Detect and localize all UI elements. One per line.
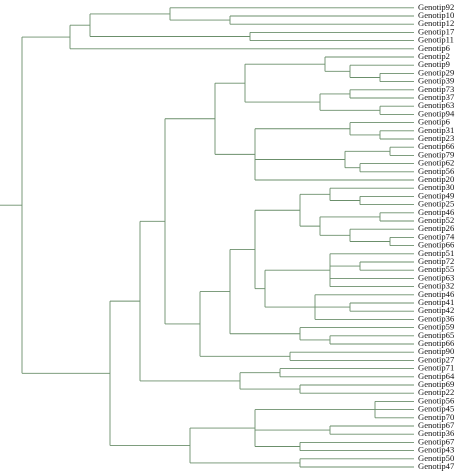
leaf-label: Genotip63	[418, 272, 454, 282]
leaf-label: Genotip20	[418, 174, 454, 184]
leaf-label: Genotip70	[418, 412, 454, 422]
leaf-label: Genotip30	[418, 182, 454, 192]
leaf-label: Genotip73	[418, 84, 454, 94]
leaf-label: Genotip41	[418, 297, 454, 307]
leaf-label: Genotip6	[418, 117, 451, 127]
leaf-label: Genotip55	[418, 264, 454, 274]
leaf-label: Genotip67	[418, 436, 455, 446]
leaf-label: Genotip12	[418, 18, 454, 28]
leaf-label: Genotip59	[418, 322, 454, 332]
leaf-label: Genotip45	[418, 404, 454, 414]
leaf-label: Genotip69	[418, 379, 454, 389]
leaf-label: Genotip47	[418, 461, 455, 471]
leaf-label: Genotip72	[418, 256, 454, 266]
leaf-label: Genotip6	[418, 43, 451, 53]
leaf-label: Genotip39	[418, 76, 454, 86]
leaf-label: Genotip23	[418, 133, 454, 143]
leaf-label: Genotip67	[418, 420, 455, 430]
leaf-label: Genotip9	[418, 59, 450, 69]
leaf-label: Genotip43	[418, 445, 454, 455]
leaf-label: Genotip56	[418, 166, 455, 176]
leaf-label: Genotip10	[418, 10, 454, 20]
leaf-label: Genotip25	[418, 199, 454, 209]
leaf-label: Genotip29	[418, 67, 454, 77]
leaf-label: Genotip62	[418, 158, 454, 168]
leaf-label: Genotip90	[418, 346, 454, 356]
leaf-label: Genotip64	[418, 371, 455, 381]
leaf-label: Genotip46	[418, 289, 455, 299]
leaf-label: Genotip51	[418, 248, 454, 258]
leaf-label: Genotip37	[418, 92, 455, 102]
leaf-label: Genotip92	[418, 2, 454, 12]
leaf-label: Genotip31	[418, 125, 454, 135]
leaf-label: Genotip63	[418, 100, 454, 110]
leaf-label: Genotip36	[418, 428, 455, 438]
leaf-label: Genotip17	[418, 26, 455, 36]
leaf-label: Genotip42	[418, 305, 454, 315]
leaf-label: Genotip74	[418, 231, 455, 241]
leaf-label: Genotip46	[418, 207, 455, 217]
leaf-label: Genotip65	[418, 330, 454, 340]
leaf-label: Genotip66	[418, 240, 455, 250]
leaf-label: Genotip56	[418, 395, 455, 405]
leaf-label: Genotip94	[418, 108, 455, 118]
leaf-label: Genotip79	[418, 149, 454, 159]
leaf-label: Genotip27	[418, 354, 455, 364]
leaf-label: Genotip50	[418, 453, 454, 463]
leaf-label: Genotip36	[418, 313, 455, 323]
leaf-label: Genotip71	[418, 363, 454, 373]
leaf-label: Genotip26	[418, 223, 455, 233]
leaf-label: Genotip32	[418, 281, 454, 291]
leaf-label: Genotip66	[418, 338, 455, 348]
leaf-label: Genotip22	[418, 387, 454, 397]
leaf-label: Genotip2	[418, 51, 450, 61]
leaf-label: Genotip66	[418, 141, 455, 151]
leaf-label: Genotip11	[418, 35, 454, 45]
leaf-label: Genotip49	[418, 190, 454, 200]
leaf-label: Genotip52	[418, 215, 454, 225]
